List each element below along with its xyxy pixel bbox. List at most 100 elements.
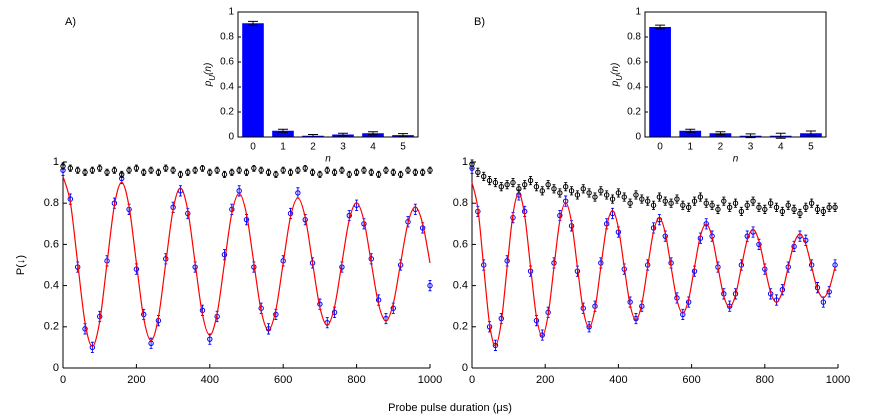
x-tick-label: 800 [756,374,774,386]
data-point [762,206,768,213]
error-bar [704,198,708,208]
data-point [756,204,762,211]
data-point [814,206,821,213]
error-bar [470,159,474,169]
data-point [808,200,815,206]
data-point [60,163,66,169]
data-point [375,171,382,178]
error-bar [428,280,432,292]
data-point [192,167,198,173]
y-tick-label: 0 [462,362,468,374]
y-tick-label: 0 [53,362,59,374]
data-point [331,169,338,176]
x-tick-label: 0 [60,374,66,386]
y-tick-label: 0.8 [627,32,641,43]
data-point [67,165,74,171]
error-bar [804,202,808,212]
error-bar [657,192,661,202]
bar [242,23,264,137]
error-bar [715,131,726,136]
data-point [82,326,88,332]
error-bar [757,202,761,212]
data-point [574,192,581,198]
error-bar [681,200,685,210]
error-bar [581,184,585,194]
y-tick-label: 0 [228,132,234,143]
error-bar [634,190,638,200]
x-tick-label: 800 [347,374,365,386]
error-bar [652,200,656,210]
error-bar [739,206,743,217]
error-bar [611,194,615,204]
data-point [721,198,727,204]
bar [649,27,671,137]
data-point [510,179,516,186]
inset-background [196,6,424,165]
data-point [685,204,692,211]
error-bar [675,194,679,204]
data-point [791,206,797,213]
error-bar [338,132,348,137]
error-bar [833,202,837,212]
data-point [265,169,272,176]
error-bar [599,186,603,196]
error-bar [384,312,388,325]
axes-frame [237,11,419,138]
error-bar [827,202,831,212]
y-tick-label: 0 [635,132,641,143]
data-point [709,202,715,208]
error-bar [552,184,556,194]
data-point [89,167,96,173]
error-bar [237,185,241,197]
data-point [287,169,294,176]
error-bar [628,198,632,208]
data-point [302,165,308,171]
axes-frame [644,11,827,138]
error-bar [546,180,550,190]
error-bar [816,204,820,214]
data-point [522,181,528,188]
data-point [243,216,250,223]
inset-chart: 0 0.2 0.4 0.6 0.8 1 0 1 2 3 4 5 n pU(n) [196,6,424,165]
data-point [397,171,404,178]
data-point [353,169,360,176]
error-bar [499,182,503,192]
data-point [243,169,250,176]
error-bar [476,167,480,177]
error-bar [805,130,816,136]
data-point [703,221,709,227]
data-point [185,169,191,176]
error-bar [687,202,691,212]
data-point [557,190,563,196]
data-point [820,299,827,305]
data-point [779,208,786,215]
error-bar [493,178,497,188]
y-axis-label-part: p [610,80,621,87]
error-bar [278,128,288,133]
data-point [668,200,674,206]
data-point [644,198,651,204]
x-tick-label: 1000 [826,374,850,386]
error-bar [745,200,749,210]
error-bar [728,300,732,312]
data-point [295,167,301,173]
error-bar [646,196,650,206]
inset-chart: 0 0.2 0.4 0.6 0.8 1 0 1 2 3 4 5 n pU(n) [603,6,832,165]
data-point [207,336,213,342]
data-point [177,171,184,178]
data-point [691,198,698,204]
data-point [738,208,745,215]
error-bar [821,206,825,217]
data-point [603,192,610,198]
error-bar [722,196,726,206]
error-bar [710,200,714,210]
y-axis-label: pU(n) [610,63,624,88]
y-axis-label-part: U [208,75,217,81]
data-point [568,188,575,194]
y-axis-label-part: (n) [610,63,621,75]
data-point [280,167,286,173]
data-point [803,204,809,211]
error-bar [558,188,562,198]
error-bar [775,294,779,306]
